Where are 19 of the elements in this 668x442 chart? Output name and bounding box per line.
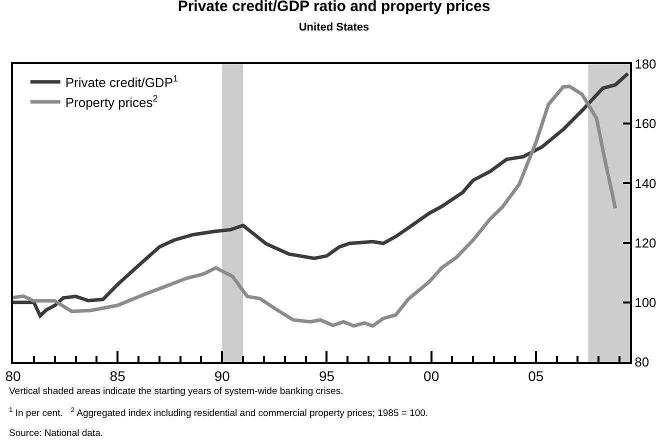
legend-label: Private credit/GDP$^{1}$ [65, 74, 178, 90]
text: $^{1}$ In per cent. $^{2}$ Aggregated index including residential and commercial property prices; 1985 = 100. [9, 407, 428, 419]
y-tick-label: 100 [634, 294, 656, 310]
chart-subtitle: United States [298, 22, 370, 34]
y-tick-label: 120 [634, 235, 656, 250]
text: Vertical shaded areas indicate the starting years of system-wide banking crises. [9, 386, 344, 397]
y-tick-label: 80 [634, 354, 650, 370]
source-note: Source: National data. [9, 428, 104, 439]
y-tick-label: 160 [634, 116, 656, 132]
x-tick-label: 95 [318, 368, 335, 384]
legend-label: Property prices$^{2}$ [65, 93, 158, 110]
x-tick-label: 90 [214, 368, 230, 384]
y-tick-label: 140 [634, 176, 656, 191]
x-tick-label: 00 [424, 368, 440, 384]
y-tick-label: 180 [634, 56, 656, 72]
x-tick-label: 80 [5, 368, 21, 384]
x-tick-label: 05 [528, 368, 544, 384]
chart-title: Private credit/GDP ratio and property prices [178, 0, 490, 16]
x-tick-label: 85 [110, 368, 126, 384]
